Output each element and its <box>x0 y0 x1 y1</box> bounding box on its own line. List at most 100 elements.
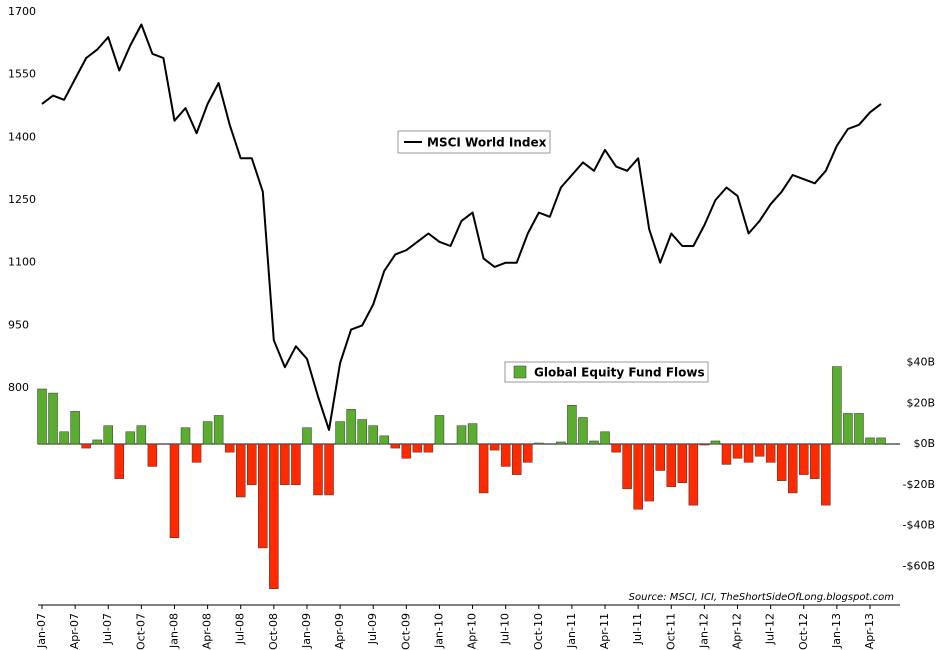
bar <box>191 443 202 463</box>
bar <box>467 423 478 445</box>
x-tick-label: Jul-10 <box>499 613 512 645</box>
bar <box>843 413 853 445</box>
y2-tick-label: -$60B <box>902 559 935 572</box>
bar <box>511 443 522 475</box>
bar <box>567 405 577 445</box>
x-tick-label: Jul-07 <box>101 613 114 645</box>
bar <box>70 411 80 445</box>
bar <box>776 443 787 481</box>
bar <box>346 409 356 445</box>
bar <box>688 443 699 506</box>
bar <box>732 443 743 459</box>
x-tick-label: Oct-12 <box>797 613 810 650</box>
x-tick-label: Apr-08 <box>201 613 214 649</box>
bar <box>59 431 69 445</box>
x-tick-label: Jan-11 <box>565 613 578 649</box>
bar <box>589 440 599 445</box>
bar <box>655 443 665 471</box>
x-tick-label: Jul-11 <box>631 613 644 645</box>
y2-tick-label: $20B <box>906 396 935 409</box>
y2-tick-label: -$40B <box>902 519 935 532</box>
bar <box>202 421 213 445</box>
bar <box>743 443 754 463</box>
index-line <box>41 23 882 431</box>
bar <box>390 443 401 449</box>
bar <box>478 443 489 494</box>
x-tick-label: Jan-12 <box>697 613 710 649</box>
bar <box>335 421 345 445</box>
bar <box>821 443 831 506</box>
legend-box <box>397 130 551 154</box>
bar <box>291 443 301 486</box>
bar <box>258 443 268 549</box>
bar <box>489 443 500 451</box>
y-tick-label: 950 <box>8 318 29 331</box>
bar <box>578 417 588 445</box>
bar <box>48 392 58 445</box>
x-tick-label: Oct-08 <box>267 613 280 650</box>
bar <box>710 440 721 445</box>
y-tick-label: 1100 <box>8 256 36 269</box>
legend-swatch <box>513 365 527 379</box>
bar <box>633 443 643 510</box>
bar <box>269 443 279 589</box>
y-tick-label: 1550 <box>8 68 36 81</box>
bar <box>103 425 113 445</box>
x-tick-label: Apr-13 <box>863 613 876 649</box>
bar <box>147 443 158 467</box>
bar <box>324 443 334 496</box>
bar <box>136 425 147 445</box>
bar <box>456 425 467 445</box>
x-tick-label: Oct-09 <box>399 613 412 650</box>
bar <box>213 415 224 445</box>
bar <box>313 443 323 496</box>
bar <box>434 415 445 445</box>
bar <box>600 431 610 445</box>
x-tick-label: Apr-10 <box>466 613 479 649</box>
x-tick-label: Jan-08 <box>167 613 180 649</box>
y-tick-label: 1400 <box>8 130 36 143</box>
bar <box>302 427 312 445</box>
bar <box>81 443 91 449</box>
bar <box>357 419 367 445</box>
bar <box>247 443 257 486</box>
bar <box>534 442 544 445</box>
bar <box>180 427 191 445</box>
x-tick-label: Apr-11 <box>598 613 611 649</box>
bar <box>721 443 732 465</box>
bar <box>412 443 423 453</box>
bar <box>235 443 246 498</box>
x-tick-label: Oct-07 <box>134 613 147 650</box>
y-tick-label: 1700 <box>8 5 36 18</box>
x-tick-label: Apr-09 <box>333 613 346 649</box>
bar <box>114 443 125 479</box>
bar <box>787 443 798 494</box>
bar <box>523 443 533 463</box>
bar <box>854 413 864 445</box>
bar <box>765 443 776 463</box>
bar <box>622 443 632 490</box>
y2-tick-label: -$20B <box>902 478 935 491</box>
bar <box>666 443 677 488</box>
bar <box>799 443 809 475</box>
bar <box>368 425 378 445</box>
x-tick-label: Apr-12 <box>731 613 744 649</box>
x-tick-label: Oct-11 <box>664 613 677 650</box>
bar <box>169 443 180 539</box>
bar <box>224 443 235 453</box>
x-tick-label: Jan-09 <box>300 613 313 649</box>
bar <box>832 366 842 445</box>
source-note: Source: MSCI, ICI, TheShortSideOfLong.bl… <box>629 592 895 603</box>
bar <box>677 443 688 483</box>
x-tick-label: Jan-10 <box>432 613 445 649</box>
legend-label: MSCI World Index <box>427 136 547 150</box>
bar <box>754 443 765 457</box>
x-tick-label: Jul-12 <box>764 613 777 645</box>
bar <box>644 443 654 502</box>
x-tick-label: Apr-07 <box>68 613 81 649</box>
bar <box>423 443 434 453</box>
bar <box>556 441 566 445</box>
bar <box>500 443 511 467</box>
x-tick-label: Jan-13 <box>830 613 843 649</box>
